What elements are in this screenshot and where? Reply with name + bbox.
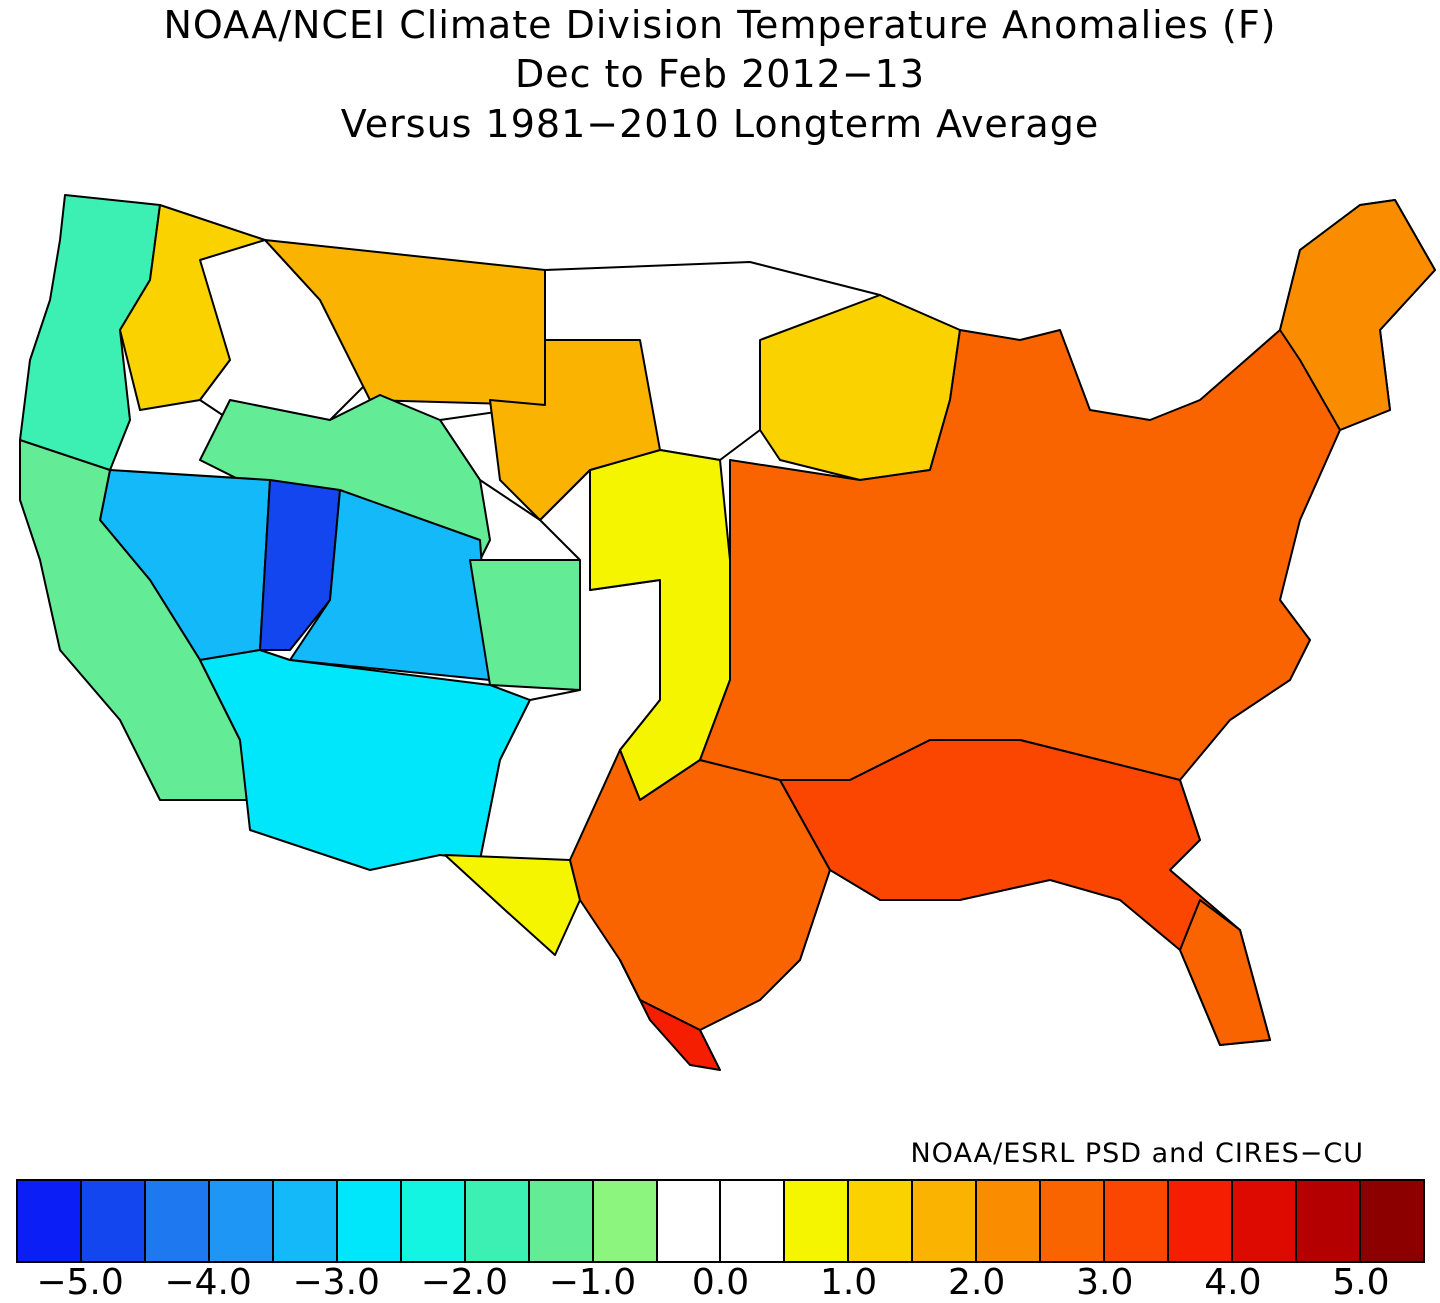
color-scale-labels: −5.0 −4.0 −3.0 −2.0 −1.0 0.0 1.0 2.0 3.0 4.0 5.0	[0, 1262, 1440, 1303]
legend-tick-label: 3.0	[1076, 1262, 1134, 1303]
data-credit: NOAA/ESRL PSD and CIRES−CU	[910, 1138, 1364, 1169]
region-new-england	[1279, 199, 1436, 431]
legend-swatch	[81, 1181, 146, 1261]
legend-tick-label: −1.0	[548, 1262, 637, 1303]
legend-swatch	[721, 1181, 786, 1261]
legend-swatch	[465, 1181, 530, 1261]
legend-swatch	[1361, 1181, 1423, 1261]
map-baseline: Versus 1981−2010 Longterm Average	[340, 102, 1100, 146]
map-title: NOAA/NCEI Climate Division Temperature A…	[163, 3, 1277, 47]
legend-swatch	[913, 1181, 978, 1261]
legend-swatch	[529, 1181, 594, 1261]
legend-swatch	[785, 1181, 850, 1261]
legend-swatch	[849, 1181, 914, 1261]
color-scale-bar	[16, 1179, 1425, 1263]
region-dakotas	[489, 339, 661, 521]
legend-tick-label: 4.0	[1204, 1262, 1262, 1303]
legend-tick-label: −4.0	[164, 1262, 252, 1303]
legend-swatch	[657, 1181, 722, 1261]
legend-swatch	[145, 1181, 210, 1261]
legend-swatch	[18, 1181, 82, 1261]
legend-swatch	[1041, 1181, 1106, 1261]
legend-swatch	[1233, 1181, 1298, 1261]
legend-tick-label: −5.0	[36, 1262, 124, 1303]
region-southeast	[779, 739, 1271, 1046]
legend-tick-label: 2.0	[948, 1262, 1006, 1303]
region-florida	[1179, 899, 1271, 1046]
legend-swatch	[401, 1181, 466, 1261]
legend-tick-label: 5.0	[1332, 1262, 1390, 1303]
map-period: Dec to Feb 2012−13	[514, 52, 926, 96]
region-colorado	[289, 489, 491, 681]
legend-swatch	[1169, 1181, 1234, 1261]
region-four-corners	[199, 649, 531, 871]
legend-swatch	[273, 1181, 338, 1261]
legend-tick-label: −3.0	[292, 1262, 380, 1303]
legend-swatch	[209, 1181, 274, 1261]
region-utah	[259, 479, 341, 651]
region-west-texas	[444, 854, 581, 956]
legend-swatch	[977, 1181, 1042, 1261]
us-climate-division-map	[19, 194, 1436, 1071]
legend-tick-label: 0.0	[691, 1262, 750, 1303]
region-south-texas	[619, 959, 721, 1071]
legend-tick-label: −2.0	[420, 1262, 509, 1303]
legend-swatch	[337, 1181, 402, 1261]
legend-tick-label: 1.0	[819, 1262, 878, 1303]
region-montana-plains	[264, 239, 546, 406]
legend-swatch	[1105, 1181, 1170, 1261]
legend-swatch	[1297, 1181, 1362, 1261]
legend-swatch	[593, 1181, 658, 1261]
